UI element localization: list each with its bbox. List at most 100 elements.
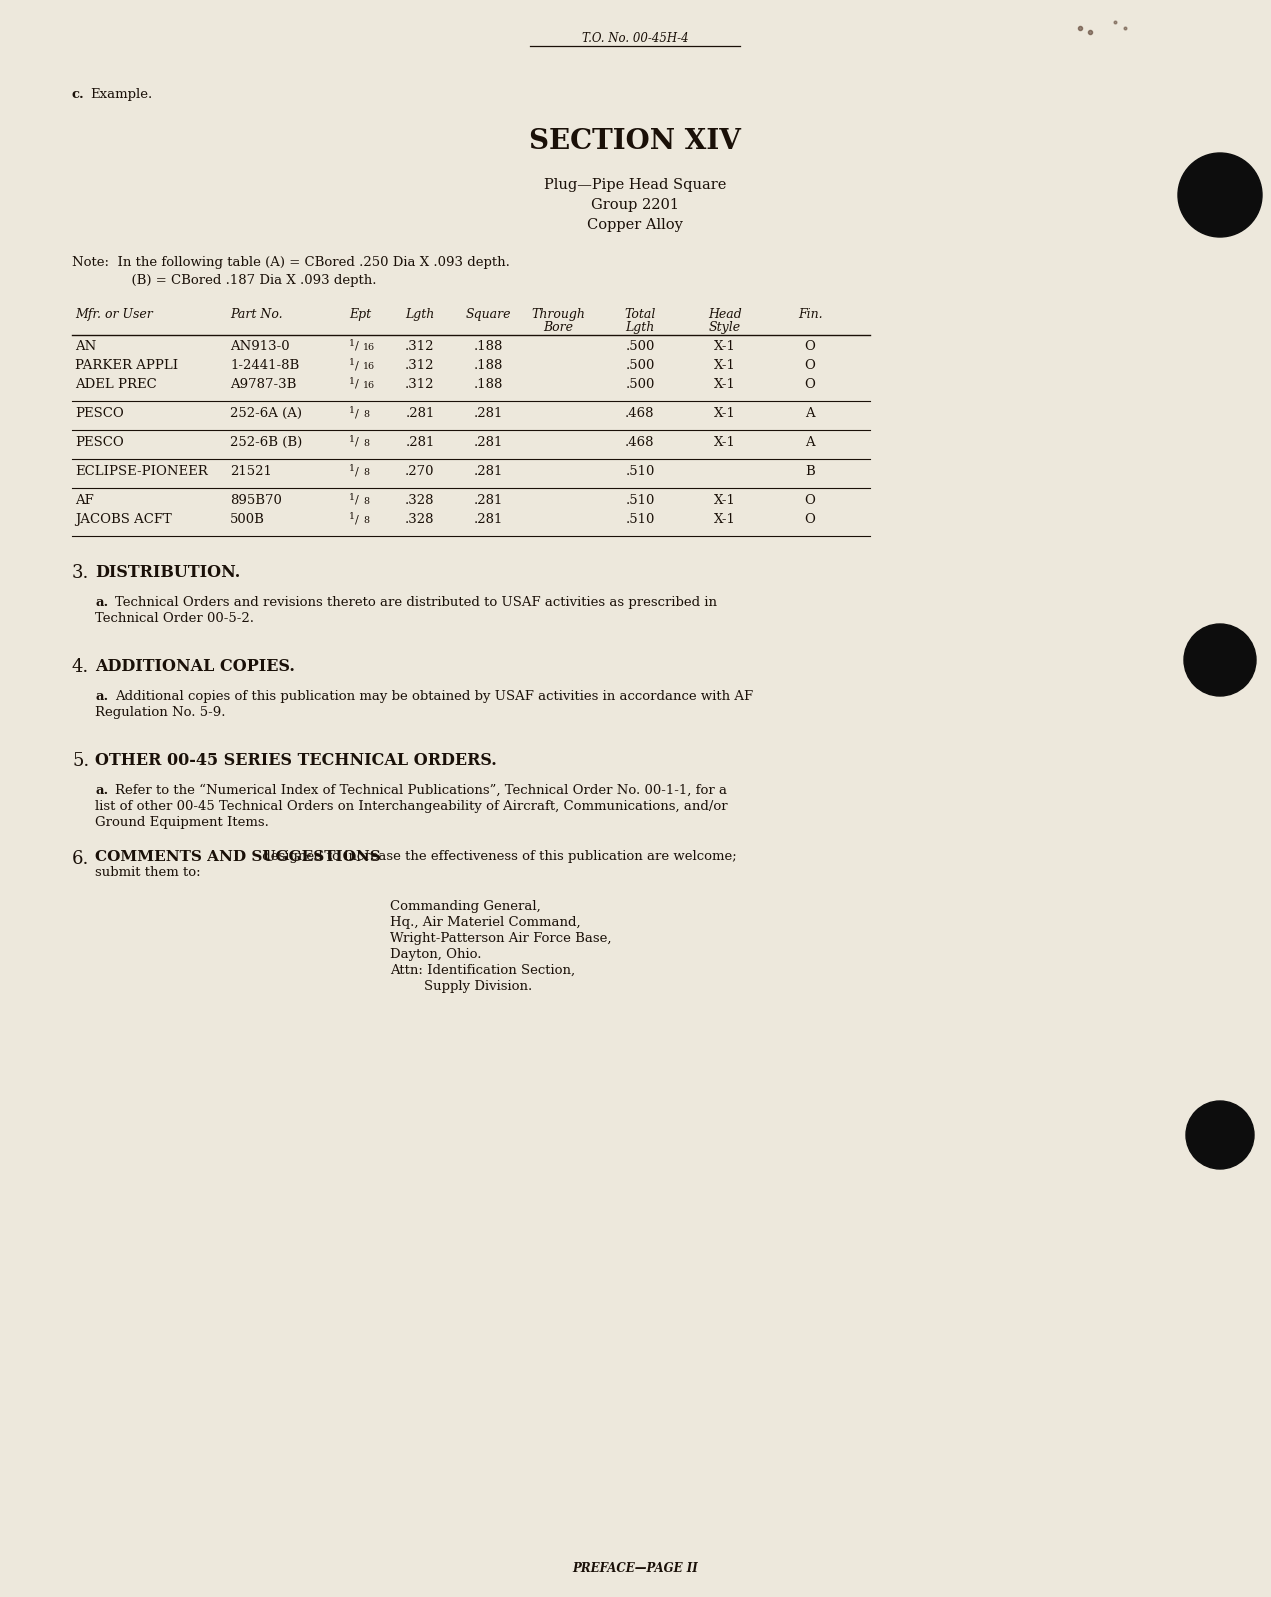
Text: Commanding General,: Commanding General, (390, 901, 540, 913)
Text: 1: 1 (350, 339, 355, 348)
Text: O: O (805, 513, 816, 525)
Text: 895B70: 895B70 (230, 493, 282, 506)
Text: c.: c. (72, 88, 85, 101)
Text: 8: 8 (364, 468, 369, 478)
Text: B: B (805, 465, 815, 478)
Text: JACOBS ACFT: JACOBS ACFT (75, 513, 172, 525)
Text: .510: .510 (625, 493, 655, 506)
Text: Total: Total (624, 308, 656, 321)
Text: X-1: X-1 (714, 436, 736, 449)
Text: DISTRIBUTION.: DISTRIBUTION. (95, 564, 240, 581)
Text: X-1: X-1 (714, 378, 736, 391)
Text: X-1: X-1 (714, 340, 736, 353)
Text: .312: .312 (405, 359, 435, 372)
Text: 4.: 4. (72, 658, 89, 676)
Text: O: O (805, 359, 816, 372)
Text: /: / (355, 495, 358, 505)
Text: .468: .468 (625, 436, 655, 449)
Circle shape (1186, 1100, 1254, 1169)
Text: 1: 1 (350, 493, 355, 501)
Text: .500: .500 (625, 340, 655, 353)
Text: 16: 16 (364, 382, 375, 390)
Text: ECLIPSE-PIONEER: ECLIPSE-PIONEER (75, 465, 207, 478)
Text: /: / (355, 438, 358, 447)
Text: Example.: Example. (90, 88, 153, 101)
Text: .500: .500 (625, 378, 655, 391)
Text: A: A (806, 436, 815, 449)
Text: Ept: Ept (350, 308, 371, 321)
Text: /: / (355, 378, 358, 390)
Text: T.O. No. 00-45H-4: T.O. No. 00-45H-4 (582, 32, 689, 45)
Text: .328: .328 (405, 493, 435, 506)
Text: Technical Order 00-5-2.: Technical Order 00-5-2. (95, 612, 254, 624)
Text: .281: .281 (473, 513, 503, 525)
Text: a.: a. (95, 690, 108, 703)
Text: .510: .510 (625, 465, 655, 478)
Text: O: O (805, 340, 816, 353)
Text: X-1: X-1 (714, 493, 736, 506)
Text: 500B: 500B (230, 513, 264, 525)
Text: Ground Equipment Items.: Ground Equipment Items. (95, 816, 269, 829)
Text: (B) = CBored .187 Dia X .093 depth.: (B) = CBored .187 Dia X .093 depth. (72, 275, 376, 287)
Text: 1-2441-8B: 1-2441-8B (230, 359, 299, 372)
Text: 3.: 3. (72, 564, 89, 581)
Text: .281: .281 (473, 407, 503, 420)
Text: 252-6B (B): 252-6B (B) (230, 436, 302, 449)
Text: a.: a. (95, 784, 108, 797)
Text: ADEL PREC: ADEL PREC (75, 378, 156, 391)
Text: .188: .188 (473, 340, 503, 353)
Text: 8: 8 (364, 516, 369, 525)
Text: /: / (355, 514, 358, 524)
Text: 16: 16 (364, 363, 375, 371)
Text: Through: Through (531, 308, 585, 321)
Text: .312: .312 (405, 340, 435, 353)
Text: Mfr. or User: Mfr. or User (75, 308, 153, 321)
Text: O: O (805, 378, 816, 391)
Text: .281: .281 (405, 436, 435, 449)
Text: Group 2201: Group 2201 (591, 198, 679, 212)
Circle shape (1178, 153, 1262, 236)
Text: Style: Style (709, 321, 741, 334)
Text: Bore: Bore (543, 321, 573, 334)
Text: Plug—Pipe Head Square: Plug—Pipe Head Square (544, 177, 726, 192)
Text: 252-6A (A): 252-6A (A) (230, 407, 302, 420)
Text: X-1: X-1 (714, 407, 736, 420)
Text: Dayton, Ohio.: Dayton, Ohio. (390, 949, 482, 961)
Text: SECTION XIV: SECTION XIV (529, 128, 741, 155)
Text: X-1: X-1 (714, 513, 736, 525)
Text: 1: 1 (350, 434, 355, 444)
Text: Hq., Air Materiel Command,: Hq., Air Materiel Command, (390, 917, 581, 929)
Text: Lgth: Lgth (405, 308, 435, 321)
Text: 8: 8 (364, 439, 369, 449)
Text: 6.: 6. (72, 850, 89, 869)
Text: .281: .281 (405, 407, 435, 420)
Text: 8: 8 (364, 410, 369, 418)
Text: Square: Square (465, 308, 511, 321)
Text: Attn: Identification Section,: Attn: Identification Section, (390, 965, 574, 977)
Text: 1: 1 (350, 406, 355, 415)
Text: Part No.: Part No. (230, 308, 282, 321)
Text: COMMENTS AND SUGGESTIONS: COMMENTS AND SUGGESTIONS (95, 850, 381, 864)
Text: .312: .312 (405, 378, 435, 391)
Text: .270: .270 (405, 465, 435, 478)
Text: 8: 8 (364, 497, 369, 506)
Text: .328: .328 (405, 513, 435, 525)
Text: OTHER 00-45 SERIES TECHNICAL ORDERS.: OTHER 00-45 SERIES TECHNICAL ORDERS. (95, 752, 497, 770)
Text: Lgth: Lgth (625, 321, 655, 334)
Text: Supply Division.: Supply Division. (390, 981, 533, 993)
Text: /: / (355, 407, 358, 418)
Text: AN: AN (75, 340, 97, 353)
Text: Regulation No. 5-9.: Regulation No. 5-9. (95, 706, 225, 719)
Text: Fin.: Fin. (798, 308, 822, 321)
Text: 1: 1 (350, 358, 355, 367)
Text: Head: Head (708, 308, 742, 321)
Text: Technical Orders and revisions thereto are distributed to USAF activities as pre: Technical Orders and revisions thereto a… (114, 596, 717, 608)
Text: PARKER APPLI: PARKER APPLI (75, 359, 178, 372)
Text: PESCO: PESCO (75, 407, 123, 420)
Text: 21521: 21521 (230, 465, 272, 478)
Text: .281: .281 (473, 436, 503, 449)
Circle shape (1185, 624, 1256, 696)
Text: list of other 00-45 Technical Orders on Interchangeability of Aircraft, Communic: list of other 00-45 Technical Orders on … (95, 800, 727, 813)
Text: 16: 16 (364, 343, 375, 351)
Text: 1: 1 (350, 513, 355, 521)
